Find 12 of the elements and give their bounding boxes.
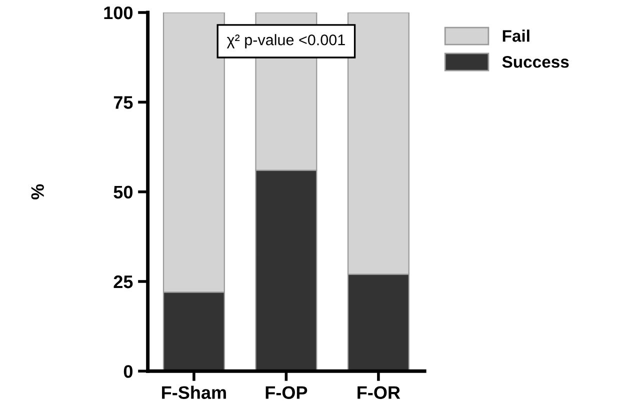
y-axis-title: % xyxy=(31,184,44,200)
y-tick-label: 75 xyxy=(114,96,133,109)
y-tick-label: 25 xyxy=(114,275,133,288)
annotation: χ² p-value <0.001 xyxy=(226,34,345,48)
x-tick-label: F-Sham xyxy=(162,386,226,399)
y-tick-label: 100 xyxy=(104,6,132,20)
legend-label: Fail xyxy=(502,30,530,42)
y-tick-label: 0 xyxy=(124,365,132,378)
y-tick-label: 50 xyxy=(114,186,132,199)
legend-label: Success xyxy=(502,56,569,68)
x-tick-label: F-OR xyxy=(358,386,400,399)
x-tick-label: F-OP xyxy=(266,386,308,399)
